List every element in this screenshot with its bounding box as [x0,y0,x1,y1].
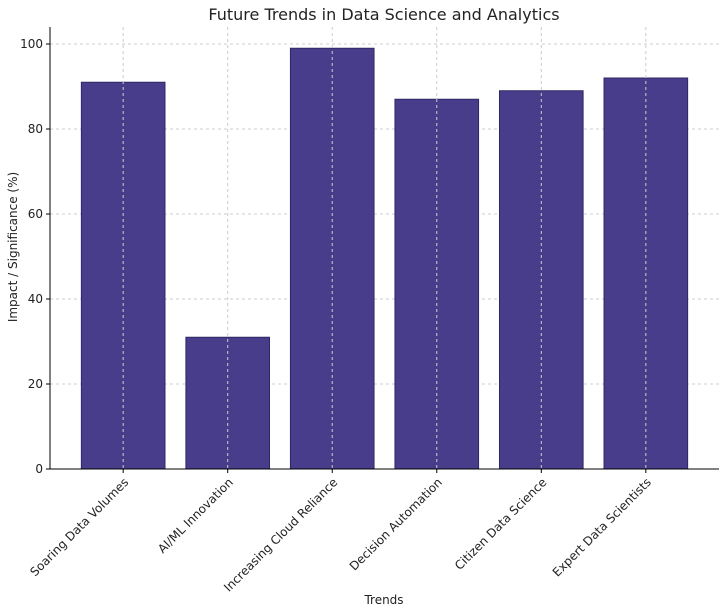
y-tick-label: 100 [20,37,43,51]
vertical-grid [122,27,647,469]
y-tick-label: 60 [28,207,43,221]
y-tick-label: 40 [28,292,43,306]
bars [80,47,689,470]
x-tick-label: Soaring Data Volumes [27,475,131,579]
y-tick-label: 80 [28,122,43,136]
x-tick-label: Expert Data Scientists [550,475,654,579]
y-tick-label: 20 [28,377,43,391]
y-tick-label: 0 [35,462,43,476]
x-tick-label: AI/ML Innovation [155,475,236,556]
x-tick-label: Decision Automation [347,475,445,573]
x-tick-label: Increasing Cloud Reliance [221,475,340,594]
x-axis-label: Trends [363,593,403,607]
y-axis-label: Impact / Significance (%) [6,172,20,322]
x-tick-label: Citizen Data Science [452,475,549,572]
chart-title: Future Trends in Data Science and Analyt… [208,5,559,24]
